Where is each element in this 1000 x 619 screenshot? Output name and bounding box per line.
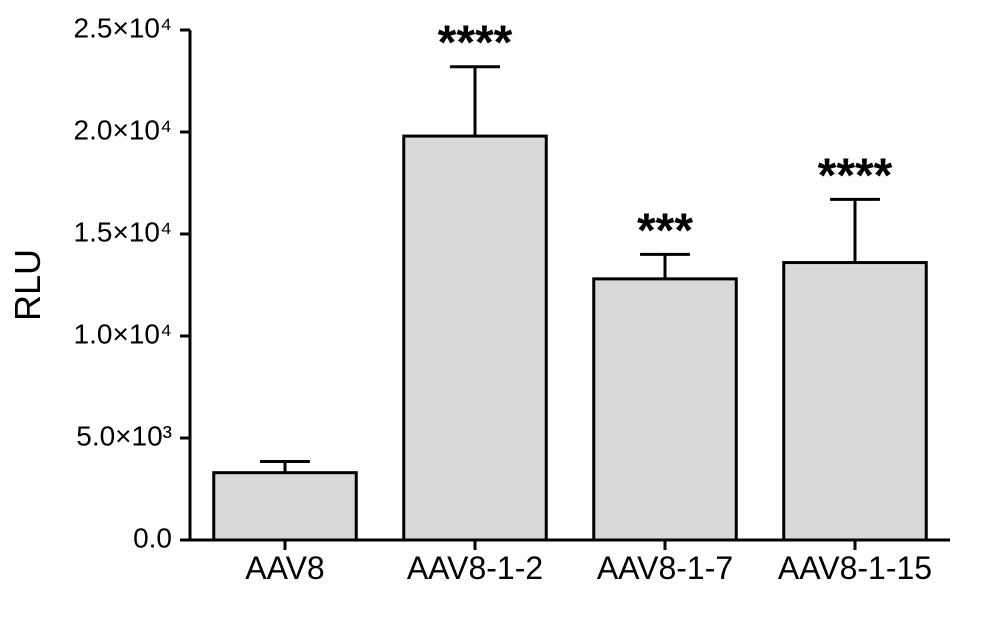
chart-svg: 0.0 5.0×10³ 1.0×10⁴ 1.5×10⁴ 2.0×10⁴ 2.5×10⁴ RL… xyxy=(0,0,1000,619)
x-tick-label: AAV8-1-2 xyxy=(407,550,543,586)
x-tick-label: AAV8 xyxy=(245,550,324,586)
bar xyxy=(594,279,737,540)
y-tick-label: 1.0×10⁴ xyxy=(74,318,172,349)
x-tick-label: AAV8-1-15 xyxy=(778,550,932,586)
y-tick-label: 2.0×10⁴ xyxy=(74,114,172,145)
bar-chart: 0.0 5.0×10³ 1.0×10⁴ 1.5×10⁴ 2.0×10⁴ 2.5×10⁴ RL… xyxy=(0,0,1000,619)
significance-marker: *** xyxy=(637,204,693,257)
y-tick-label: 2.5×10⁴ xyxy=(74,12,172,43)
bar xyxy=(214,473,357,540)
bar xyxy=(404,136,547,540)
y-tick-label: 5.0×10³ xyxy=(76,420,172,451)
significance-marker: **** xyxy=(438,17,513,70)
y-axis-label: RLU xyxy=(7,249,48,321)
y-tick-label: 0.0 xyxy=(133,522,172,553)
bar xyxy=(784,263,927,540)
x-tick-label: AAV8-1-7 xyxy=(597,550,733,586)
significance-marker: **** xyxy=(818,149,893,202)
y-tick-label: 1.5×10⁴ xyxy=(74,216,172,247)
